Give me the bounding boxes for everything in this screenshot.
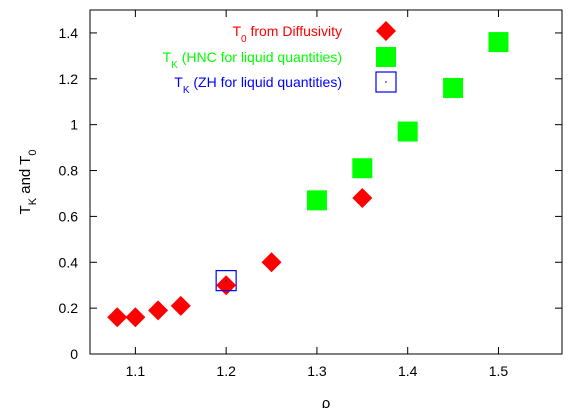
x-axis-label: ρ	[322, 395, 331, 408]
y-tick-label: 1.4	[59, 25, 79, 41]
data-point	[352, 188, 373, 209]
data-point	[261, 252, 282, 273]
data-point	[306, 190, 327, 211]
data-point	[148, 300, 169, 321]
x-tick-label: 1.3	[307, 363, 327, 379]
y-tick-label: 0.4	[59, 254, 79, 270]
data-point	[352, 158, 373, 179]
legend: T0 from Diffusivity TK (HNC for liquid qu…	[163, 21, 397, 96]
data-point	[216, 275, 237, 296]
legend-label: TK (ZH for liquid quantities)	[174, 74, 342, 96]
y-tick-label: 1	[70, 117, 78, 133]
x-tick-label: 1.5	[489, 363, 509, 379]
y-tick-label: 1.2	[59, 71, 79, 87]
x-tick-label: 1.1	[126, 363, 146, 379]
y-tick-label: 0.8	[59, 163, 79, 179]
y-axis-label: TK and T0	[17, 150, 39, 215]
data-point	[107, 307, 128, 328]
axis-ticks: 1.1 1.2 1.3 1.4 1.5 0 0.2 0.4 0.6 0.8 1 1.2 1.4	[59, 10, 562, 379]
data-point	[397, 121, 418, 142]
x-tick-label: 1.2	[216, 363, 236, 379]
legend-label: T0 from Diffusivity	[232, 23, 342, 45]
legend-marker	[376, 47, 396, 67]
y-tick-label: 0.6	[59, 208, 79, 224]
data-point	[170, 295, 191, 316]
legend-marker	[375, 71, 397, 93]
plot-frame	[89, 9, 563, 355]
data-points	[107, 32, 509, 328]
data-point	[488, 32, 509, 53]
legend-marker	[376, 21, 396, 41]
y-tick-label: 0	[70, 346, 78, 362]
legend-label: TK (HNC for liquid quantities)	[163, 49, 342, 71]
x-tick-label: 1.4	[398, 363, 418, 379]
y-tick-label: 0.2	[59, 300, 79, 316]
data-point	[215, 270, 237, 292]
data-point	[443, 77, 464, 98]
data-point	[125, 307, 146, 328]
